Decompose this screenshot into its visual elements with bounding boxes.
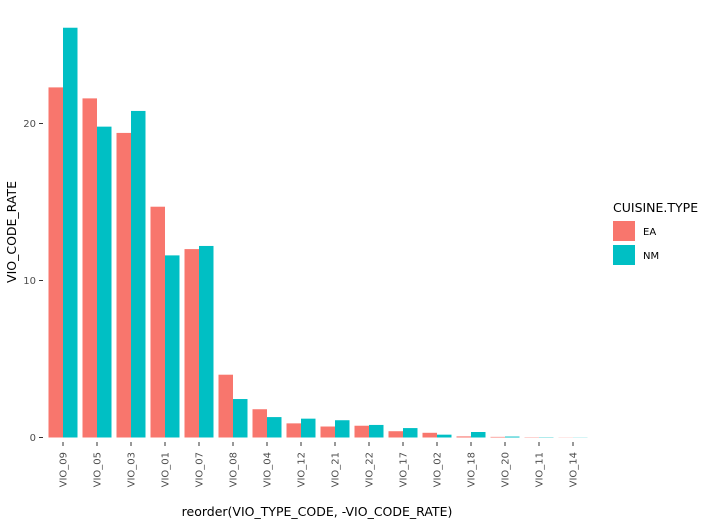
bar-nm-vio_20 xyxy=(505,436,520,438)
bar-nm-vio_08 xyxy=(233,399,248,438)
x-tick-label: VIO_08 xyxy=(229,452,240,487)
bar-nm-vio_01 xyxy=(165,255,180,438)
legend-key-nm xyxy=(613,245,635,265)
y-tick-label: 10 xyxy=(23,276,36,287)
bar-ea-vio_17 xyxy=(388,431,403,438)
bar-ea-vio_02 xyxy=(422,432,437,438)
x-tick-label: VIO_07 xyxy=(195,452,206,487)
legend: CUISINE.TYPE EA NM xyxy=(613,200,698,265)
bar-ea-vio_01 xyxy=(150,206,165,438)
bar-ea-vio_18 xyxy=(456,436,471,438)
y-axis: 0 10 20 xyxy=(23,119,43,444)
legend-label-ea: EA xyxy=(643,227,656,238)
bar-ea-vio_03 xyxy=(116,132,131,438)
bar-nm-vio_18 xyxy=(471,432,486,438)
legend-title: CUISINE.TYPE xyxy=(613,200,698,215)
x-tick-label: VIO_11 xyxy=(535,452,546,487)
bar-nm-vio_09 xyxy=(63,27,78,438)
legend-label-nm: NM xyxy=(643,251,659,262)
plot-area xyxy=(48,27,588,438)
bar-ea-vio_21 xyxy=(320,426,335,438)
y-tick-label: 20 xyxy=(23,119,36,130)
x-axis: VIO_09 VIO_05 VIO_03 VIO_01 VIO_07 VIO_08 VIO_… xyxy=(59,442,580,487)
x-tick-label: VIO_21 xyxy=(331,452,342,487)
bar-nm-vio_17 xyxy=(403,428,418,438)
bar-nm-vio_21 xyxy=(335,420,350,438)
x-tick-label: VIO_12 xyxy=(297,452,308,487)
x-axis-title: reorder(VIO_TYPE_CODE, -VIO_CODE_RATE) xyxy=(182,504,453,519)
x-tick-label: VIO_20 xyxy=(501,452,512,487)
bar-nm-vio_03 xyxy=(131,110,146,438)
x-tick-label: VIO_05 xyxy=(93,452,104,487)
bar-ea-vio_22 xyxy=(354,425,369,438)
bar-ea-vio_09 xyxy=(48,87,63,438)
x-tick-label: VIO_18 xyxy=(467,452,478,487)
x-tick-label: VIO_22 xyxy=(365,452,376,487)
x-tick-label: VIO_09 xyxy=(59,452,70,487)
bar-nm-vio_12 xyxy=(301,418,316,438)
bar-ea-vio_08 xyxy=(218,374,233,438)
bar-ea-vio_12 xyxy=(286,423,301,438)
bar-nm-vio_07 xyxy=(199,245,214,438)
bar-ea-vio_04 xyxy=(252,409,267,438)
bar-nm-vio_02 xyxy=(437,434,452,438)
bar-ea-vio_05 xyxy=(82,98,97,438)
y-axis-title: VIO_CODE_RATE xyxy=(4,181,19,283)
bar-ea-vio_07 xyxy=(184,249,199,438)
x-tick-label: VIO_14 xyxy=(569,452,580,487)
legend-key-ea xyxy=(613,221,635,241)
y-tick-label: 0 xyxy=(30,433,36,444)
bar-nm-vio_22 xyxy=(369,424,384,438)
bar-nm-vio_05 xyxy=(97,126,112,438)
x-tick-label: VIO_17 xyxy=(399,452,410,487)
x-tick-label: VIO_02 xyxy=(433,452,444,487)
x-tick-label: VIO_01 xyxy=(161,452,172,487)
x-tick-label: VIO_04 xyxy=(263,452,274,487)
bar-nm-vio_04 xyxy=(267,417,282,438)
x-tick-label: VIO_03 xyxy=(127,452,138,487)
bar-ea-vio_20 xyxy=(490,436,505,438)
